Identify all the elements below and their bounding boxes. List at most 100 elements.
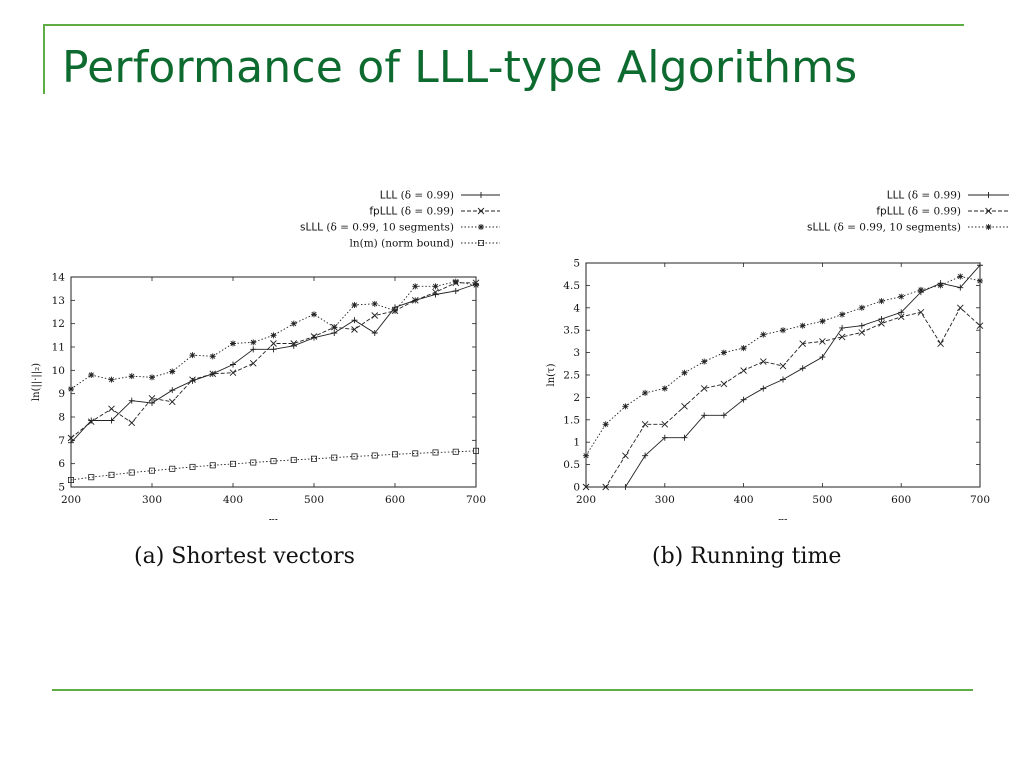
chart-b-y-axis-label: ln(τ) <box>546 363 557 386</box>
chart-b-ytick-label: 0 <box>573 482 580 494</box>
chart-running-time: 200 300 400 500 600 700 0 0.5 1 1.5 2 2.5 3 3.5 4 4.5 5 m… <box>546 190 1009 520</box>
chart-a-series-3 <box>68 278 479 392</box>
chart-b-data-point <box>898 309 905 316</box>
chart-a-data-point <box>108 471 115 478</box>
chart-a-data-point <box>168 398 176 406</box>
chart-a-series-2 <box>67 279 480 442</box>
chart-a-data-point <box>351 317 358 324</box>
chart-b-data-point <box>779 362 787 370</box>
chart-b-data-point <box>956 304 964 312</box>
chart-b-xtick-label: 600 <box>891 494 911 506</box>
chart-a-xtick-label: 600 <box>385 494 405 506</box>
chart-a-data-point <box>169 465 176 472</box>
chart-b-data-point <box>977 277 983 284</box>
chart-a-ytick-label: 8 <box>58 412 65 424</box>
chart-a-data-point <box>149 400 155 406</box>
chart-b-data-point <box>780 327 786 334</box>
chart-b-data-point <box>858 329 866 336</box>
chart-a-data-point <box>108 376 115 383</box>
chart-a-data-point <box>250 459 257 466</box>
chart-b-ytick-label: 2 <box>573 392 580 404</box>
chart-b-data-point <box>780 376 786 383</box>
chart-a-data-point <box>371 452 378 459</box>
chart-a-data-point <box>290 320 297 327</box>
chart-a-data-point <box>432 449 439 456</box>
chart-b-data-point <box>917 308 925 316</box>
chart-b-data-point <box>622 452 629 459</box>
chart-a-data-point <box>250 339 257 346</box>
chart-a-data-point <box>290 456 297 463</box>
chart-b-data-point <box>819 318 826 325</box>
chart-b-data-point <box>583 452 589 459</box>
chart-a-plot-frame <box>70 276 477 488</box>
chart-b-data-point <box>681 369 688 376</box>
chart-b-data-point <box>681 403 688 410</box>
chart-b-data-point <box>740 367 747 374</box>
chart-b-data-point <box>740 396 747 403</box>
chart-b-x-axis-label: m <box>778 515 788 520</box>
chart-a-data-point <box>128 397 135 404</box>
chart-a-data-point <box>209 370 217 378</box>
chart-b-data-point <box>858 304 865 311</box>
chart-a-legend-marker-1 <box>478 192 484 198</box>
chart-b-data-point <box>799 340 807 347</box>
chart-a-legend-label-3: sLLL (δ = 0.99, 10 segments) <box>300 222 454 234</box>
chart-b-data-point <box>740 345 747 352</box>
chart-a-data-point <box>148 395 156 402</box>
chart-b-data-point <box>681 434 688 441</box>
chart-a-data-point <box>311 311 317 318</box>
chart-b-data-point <box>661 420 669 428</box>
chart-b-data-point <box>976 322 984 330</box>
chart-a-data-point <box>412 450 419 457</box>
chart-a-xtick-label: 400 <box>223 494 243 506</box>
chart-b-data-point <box>878 298 885 305</box>
chart-b-series-2 <box>582 304 984 491</box>
chart-a-y-axis-label: ln(||·||₂) <box>31 363 42 401</box>
chart-a-data-point <box>452 278 459 285</box>
chart-a-series-4 <box>68 447 479 483</box>
chart-b-ytick-label: 2.5 <box>563 370 580 382</box>
chart-b-xtick-label: 500 <box>812 494 832 506</box>
chart-a-data-point <box>432 288 439 296</box>
chart-a-data-point <box>270 340 277 347</box>
caption-running-time: (b) Running time <box>652 544 842 569</box>
chart-a-data-point <box>128 469 135 476</box>
chart-b-data-point <box>977 262 983 269</box>
chart-a-ytick-label: 9 <box>58 388 65 400</box>
chart-a-data-point <box>169 368 176 375</box>
chart-a-ytick-label: 5 <box>58 482 65 494</box>
chart-b-data-point <box>602 421 609 428</box>
chart-b-data-point <box>700 385 708 392</box>
chart-a-data-point <box>392 307 398 314</box>
chart-b-legend-marker-3 <box>985 224 992 230</box>
chart-b-data-point <box>602 483 610 491</box>
chart-b-ytick-label: 3.5 <box>563 325 580 337</box>
chart-a-xtick-label: 300 <box>142 494 162 506</box>
chart-b-data-point <box>957 284 964 291</box>
chart-a-ytick-label: 13 <box>52 295 65 307</box>
chart-b-data-point <box>720 380 728 388</box>
chart-b-ytick-label: 4 <box>573 302 580 314</box>
chart-a-xtick-label: 500 <box>304 494 324 506</box>
chart-a-data-point <box>128 419 136 427</box>
chart-a-data-point <box>371 300 378 307</box>
chart-b-data-point <box>760 385 767 392</box>
chart-a-x-axis-label: m <box>268 515 278 520</box>
chart-b-data-point <box>819 354 826 361</box>
chart-a-legend-marker-2 <box>477 207 485 215</box>
chart-b-data-point <box>720 349 727 356</box>
chart-a-data-point <box>230 361 236 368</box>
chart-b-data-point <box>878 316 885 322</box>
chart-b-data-point <box>661 385 668 392</box>
chart-a-data-point <box>290 340 298 347</box>
chart-a-data-point <box>452 448 459 455</box>
chart-a-data-point <box>149 374 155 381</box>
chart-b-data-point <box>937 340 944 347</box>
chart-b-data-point <box>957 273 964 280</box>
chart-a-data-point <box>88 417 95 424</box>
chart-a-data-point <box>230 340 236 347</box>
chart-b-data-point <box>878 320 885 327</box>
title-side-rule <box>43 24 45 94</box>
chart-a-data-point <box>229 369 237 376</box>
caption-shortest-vectors: (a) Shortest vectors <box>134 544 355 569</box>
